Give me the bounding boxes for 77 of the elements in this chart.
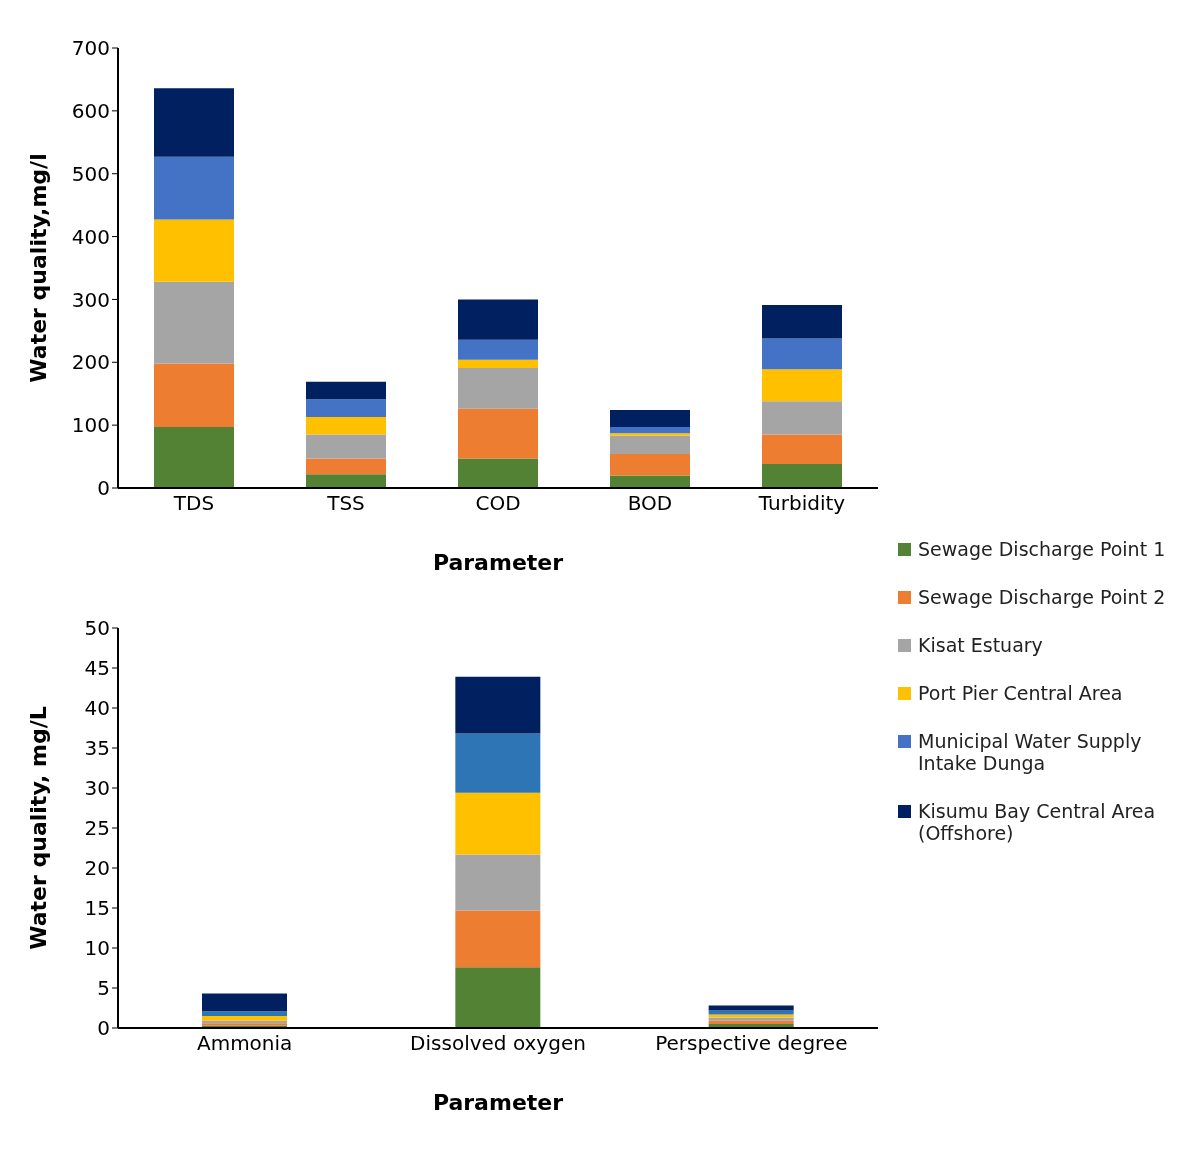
- y-tick-label: 0: [97, 1016, 110, 1041]
- bar: [610, 410, 690, 428]
- bar: [154, 219, 234, 282]
- bar: [610, 454, 690, 476]
- bar: [306, 399, 386, 417]
- y-tick-label: 200: [71, 350, 110, 375]
- bar: [762, 434, 842, 465]
- legend-label: Municipal Water Supply Intake Dunga: [918, 730, 1143, 774]
- y-tick-label: 0: [97, 476, 110, 501]
- y-tick-label: 10: [84, 936, 110, 961]
- x-axis-title: Parameter: [432, 550, 564, 575]
- x-axis-title: Parameter: [432, 1090, 564, 1115]
- x-tick-label: BOD: [627, 491, 673, 516]
- bar: [610, 427, 690, 434]
- y-tick-label: 30: [84, 776, 110, 801]
- bar: [455, 910, 541, 968]
- x-tick-label: Perspective degree: [655, 1031, 848, 1056]
- y-tick-label: 500: [71, 161, 110, 186]
- y-tick-label: 600: [71, 98, 110, 123]
- bar: [306, 381, 386, 400]
- y-tick-label: 35: [84, 736, 110, 761]
- bar: [455, 792, 541, 855]
- y-axis-title: Water quality,mg/l: [25, 153, 51, 383]
- bar: [762, 369, 842, 402]
- y-tick-label: 100: [71, 413, 110, 438]
- bar: [154, 156, 234, 220]
- bar: [154, 427, 234, 488]
- x-tick-label: TDS: [172, 491, 215, 516]
- bar: [306, 474, 386, 488]
- bar: [458, 359, 538, 368]
- x-tick-label: Turbidity: [757, 491, 846, 516]
- y-tick-label: 20: [84, 856, 110, 881]
- bar: [458, 299, 538, 340]
- y-tick-label: 50: [84, 616, 110, 641]
- y-tick-label: 25: [84, 816, 110, 841]
- bar: [610, 435, 690, 455]
- bar: [762, 305, 842, 339]
- y-tick-label: 40: [84, 696, 110, 721]
- bar: [458, 339, 538, 360]
- bar: [762, 464, 842, 488]
- bar: [202, 1011, 287, 1016]
- y-axis-title: Water quality, mg/L: [25, 706, 51, 950]
- x-tick-label: Dissolved oxygen: [410, 1031, 586, 1056]
- bar: [455, 676, 541, 734]
- y-tick-label: 300: [71, 287, 110, 312]
- bar: [154, 88, 234, 157]
- y-tick-label: 700: [71, 36, 110, 61]
- y-tick-label: 5: [97, 976, 110, 1001]
- bar: [202, 1016, 287, 1021]
- bar: [762, 338, 842, 370]
- x-tick-label: Ammonia: [196, 1031, 293, 1056]
- legend-label: Kisumu Bay Central Area (Offshore): [918, 800, 1157, 844]
- bar: [708, 1010, 794, 1015]
- legend-label: Port Pier Central Area: [918, 682, 1123, 704]
- bar: [610, 475, 690, 488]
- x-tick-label: TSS: [326, 491, 365, 516]
- legend-label: Sewage Discharge Point 1: [918, 538, 1166, 560]
- bar: [154, 281, 234, 364]
- bar: [202, 993, 287, 1012]
- bar: [306, 434, 386, 459]
- y-tick-label: 45: [84, 656, 110, 681]
- bar: [455, 733, 541, 793]
- legend-label: Sewage Discharge Point 2: [918, 586, 1166, 608]
- bar: [455, 854, 541, 911]
- bar: [455, 967, 541, 1028]
- bar: [458, 408, 538, 459]
- bar: [458, 458, 538, 488]
- bar: [762, 401, 842, 435]
- y-tick-label: 15: [84, 896, 110, 921]
- y-tick-label: 400: [71, 224, 110, 249]
- bar: [306, 416, 386, 435]
- bar: [306, 458, 386, 475]
- bar: [610, 433, 690, 436]
- x-tick-label: COD: [475, 491, 521, 516]
- legend-label: Kisat Estuary: [918, 634, 1043, 656]
- bar: [458, 367, 538, 409]
- bar: [154, 363, 234, 428]
